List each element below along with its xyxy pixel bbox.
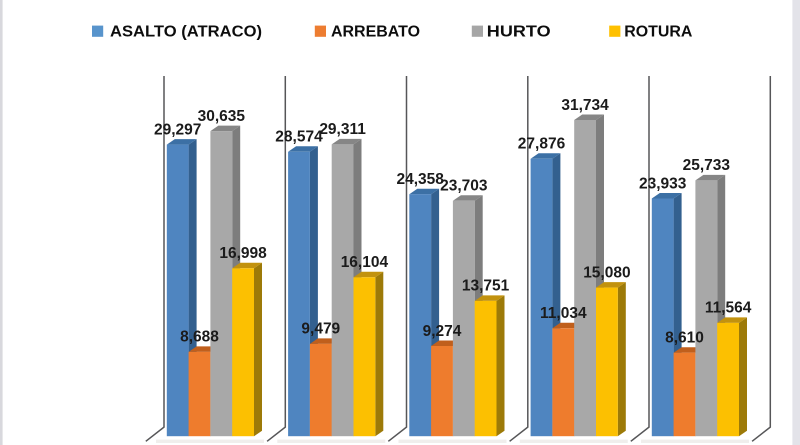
svg-text:27,876: 27,876: [518, 136, 566, 153]
svg-text:9,479: 9,479: [301, 321, 340, 338]
svg-text:25,733: 25,733: [683, 157, 731, 174]
svg-text:16,104: 16,104: [341, 254, 389, 271]
svg-text:ARREBATO: ARREBATO: [331, 23, 420, 40]
svg-text:23,703: 23,703: [440, 178, 488, 195]
svg-text:11,034: 11,034: [540, 305, 587, 322]
svg-text:23,933: 23,933: [639, 175, 687, 192]
svg-text:9,274: 9,274: [423, 323, 462, 340]
svg-text:29,297: 29,297: [154, 121, 201, 138]
svg-text:15,080: 15,080: [583, 264, 630, 281]
svg-text:8,610: 8,610: [665, 330, 704, 347]
svg-text:31,734: 31,734: [561, 97, 609, 114]
svg-text:HURTO: HURTO: [487, 23, 551, 40]
svg-text:16,998: 16,998: [219, 245, 267, 262]
svg-text:29,311: 29,311: [319, 121, 366, 138]
svg-text:28,574: 28,574: [275, 129, 323, 146]
svg-text:11,564: 11,564: [705, 300, 752, 317]
svg-text:ROTURA: ROTURA: [624, 23, 693, 40]
svg-text:13,751: 13,751: [462, 278, 510, 295]
svg-text:ASALTO (ATRACO): ASALTO (ATRACO): [110, 23, 262, 40]
svg-text:8,688: 8,688: [180, 329, 219, 346]
svg-text:30,635: 30,635: [198, 108, 246, 125]
svg-text:24,358: 24,358: [396, 171, 444, 188]
